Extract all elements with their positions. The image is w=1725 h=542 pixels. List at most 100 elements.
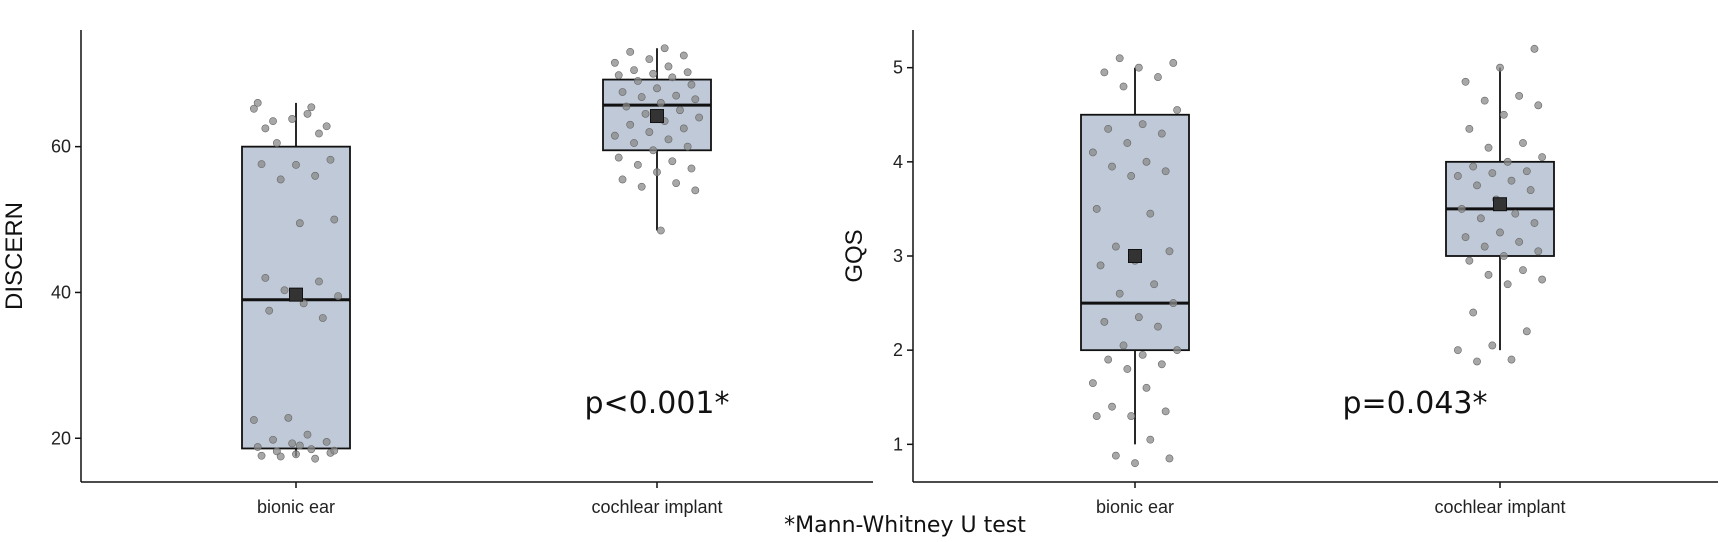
- data-point: [253, 99, 262, 107]
- data-point: [249, 104, 258, 113]
- data-point: [649, 146, 658, 155]
- data-point: [1150, 280, 1159, 289]
- data-point: [318, 314, 327, 322]
- data-point: [1515, 237, 1524, 246]
- data-point: [1473, 357, 1481, 366]
- data-point: [1469, 162, 1478, 171]
- data-point: [276, 452, 285, 461]
- data-point: [261, 273, 270, 282]
- data-point: [1465, 124, 1474, 133]
- data-point: [691, 186, 700, 195]
- data-point: [633, 77, 642, 85]
- data-point: [656, 226, 665, 235]
- y-tick-label: 60: [51, 137, 71, 157]
- data-point: [315, 129, 323, 138]
- data-point: [679, 51, 688, 60]
- data-point: [614, 71, 623, 80]
- y-tick-label: 5: [893, 58, 903, 78]
- data-point: [292, 160, 300, 169]
- data-point: [272, 139, 281, 147]
- data-point: [1092, 412, 1101, 420]
- data-point: [695, 113, 704, 122]
- data-point: [1123, 139, 1132, 147]
- footnote-text: *Mann-Whitney U test: [784, 513, 1026, 538]
- data-point: [1157, 360, 1166, 369]
- data-point: [1484, 270, 1493, 279]
- data-point: [315, 277, 323, 286]
- data-point: [1507, 176, 1516, 185]
- data-point: [1146, 435, 1155, 444]
- data-point: [307, 445, 316, 454]
- data-point: [1503, 157, 1512, 166]
- data-point: [1138, 350, 1147, 359]
- data-point: [1127, 172, 1136, 180]
- data-point: [637, 182, 646, 191]
- p-value-annotation: p=0.043*: [1342, 386, 1487, 421]
- data-point: [630, 66, 638, 74]
- data-point: [269, 435, 277, 444]
- data-point: [1154, 73, 1162, 81]
- box-iqr: [1080, 113, 1190, 352]
- data-point: [1119, 341, 1128, 350]
- data-point: [1161, 167, 1170, 176]
- x-tick-label: bionic ear: [1096, 497, 1174, 517]
- p-value-annotation: p<0.001*: [584, 386, 729, 421]
- data-point: [257, 160, 266, 169]
- data-point: [664, 135, 673, 144]
- data-point: [683, 142, 692, 151]
- data-point: [1473, 181, 1481, 190]
- data-point: [303, 109, 312, 118]
- data-point: [1530, 219, 1539, 227]
- data-point: [1522, 327, 1531, 336]
- data-point: [311, 454, 320, 463]
- data-point: [1115, 289, 1124, 298]
- gqs-panel: 1 2 3 4 5 GQS bionic ear cochlear implant p=0.04…: [841, 30, 1718, 517]
- data-point: [1519, 266, 1527, 275]
- data-point: [326, 155, 335, 164]
- y-tick-label: 4: [893, 152, 903, 172]
- data-point: [1100, 68, 1109, 77]
- mean-marker: [1128, 249, 1142, 263]
- data-point: [1530, 44, 1539, 53]
- data-point: [1142, 383, 1151, 392]
- data-point: [1507, 355, 1516, 364]
- data-point: [1104, 124, 1113, 133]
- x-tick-label: cochlear implant: [1434, 497, 1565, 517]
- data-point: [311, 171, 320, 180]
- data-point: [1111, 242, 1120, 251]
- data-point: [679, 124, 688, 133]
- data-point: [1503, 280, 1512, 289]
- data-point: [292, 450, 300, 459]
- data-point: [637, 93, 646, 101]
- data-point: [295, 219, 304, 228]
- y-axis-title: GQS: [841, 229, 868, 282]
- data-point: [1154, 322, 1162, 331]
- x-tick-label: bionic ear: [257, 497, 335, 517]
- data-point: [664, 62, 673, 71]
- data-point: [1511, 209, 1520, 218]
- data-point: [626, 47, 635, 56]
- data-point: [683, 68, 692, 77]
- x-tick-label: cochlear implant: [591, 497, 722, 517]
- data-point: [668, 157, 677, 166]
- data-point: [626, 120, 635, 129]
- data-point: [653, 84, 661, 93]
- data-point: [1538, 275, 1547, 284]
- data-point: [691, 95, 700, 104]
- data-point: [649, 69, 658, 78]
- y-tick-label: 3: [893, 246, 903, 266]
- data-point: [1169, 299, 1178, 307]
- data-point: [1480, 96, 1489, 105]
- data-point: [1161, 407, 1170, 416]
- data-point: [1108, 162, 1116, 171]
- data-point: [288, 439, 297, 448]
- data-point: [687, 164, 696, 173]
- data-point: [295, 441, 304, 450]
- data-point: [1131, 459, 1139, 468]
- data-point: [618, 88, 627, 96]
- data-point: [1169, 59, 1178, 67]
- data-point: [265, 306, 274, 315]
- data-point: [610, 131, 619, 140]
- data-point: [1461, 77, 1470, 86]
- data-point: [1534, 101, 1543, 110]
